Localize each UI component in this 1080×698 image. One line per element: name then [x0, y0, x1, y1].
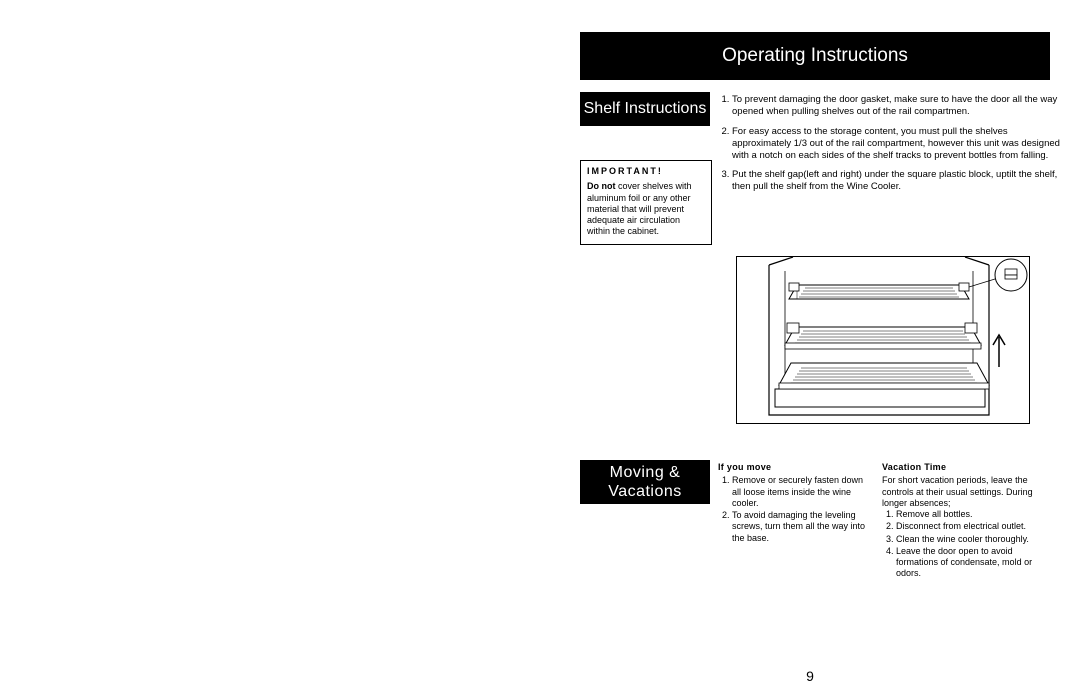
shelf-diagram-svg: [737, 257, 1029, 423]
vacation-item: Clean the wine cooler thoroughly.: [896, 534, 1042, 545]
important-box: IMPORTANT! Do not cover shelves with alu…: [580, 160, 712, 245]
move-item: To avoid damaging the leveling screws, t…: [732, 510, 868, 544]
page-number: 9: [540, 668, 1080, 684]
shelf-section-label: Shelf Instructions: [580, 92, 710, 126]
vacation-item: Leave the door open to avoid formations …: [896, 546, 1042, 580]
if-you-move-list: Remove or securely fasten down all loose…: [718, 475, 868, 544]
move-item: Remove or securely fasten down all loose…: [732, 475, 868, 509]
header-title: Operating Instructions: [722, 45, 908, 67]
vacation-column: Vacation Time For short vacation periods…: [882, 462, 1042, 581]
shelf-lower: [779, 363, 989, 389]
moving-label-text: Moving & Vacations: [608, 463, 682, 501]
important-strong: Do not: [587, 181, 616, 191]
moving-section-label: Moving & Vacations: [580, 460, 710, 504]
up-arrow-icon: [993, 335, 1005, 367]
shelf-diagram: [736, 256, 1030, 424]
vacation-intro: For short vacation periods, leave the co…: [882, 475, 1033, 508]
if-you-move-heading: If you move: [718, 462, 868, 473]
vacation-item: Disconnect from electrical outlet.: [896, 521, 1042, 532]
shelf-middle: [785, 323, 981, 349]
vacation-item: Remove all bottles.: [896, 509, 1042, 520]
shelf-upper: [789, 283, 969, 299]
shelf-label-text: Shelf Instructions: [584, 99, 707, 118]
shelf-item: Put the shelf gap(left and right) under …: [732, 169, 1060, 193]
vacation-heading: Vacation Time: [882, 462, 1042, 473]
detail-callout-icon: [969, 259, 1027, 291]
vacation-list: Remove all bottles. Disconnect from elec…: [882, 509, 1042, 580]
if-you-move-column: If you move Remove or securely fasten do…: [718, 462, 868, 545]
cabinet-edge: [769, 257, 793, 265]
shelf-item: For easy access to the storage content, …: [732, 126, 1060, 162]
cabinet-edge: [965, 257, 989, 265]
manual-page: Operating Instructions Shelf Instruction…: [540, 0, 1080, 698]
important-body: Do not cover shelves with aluminum foil …: [587, 181, 692, 236]
shelf-instructions-list: To prevent damaging the door gasket, mak…: [718, 94, 1060, 201]
header-bar: Operating Instructions: [580, 32, 1050, 80]
important-title: IMPORTANT!: [587, 166, 705, 177]
cabinet-base: [775, 389, 985, 407]
shelf-item: To prevent damaging the door gasket, mak…: [732, 94, 1060, 118]
